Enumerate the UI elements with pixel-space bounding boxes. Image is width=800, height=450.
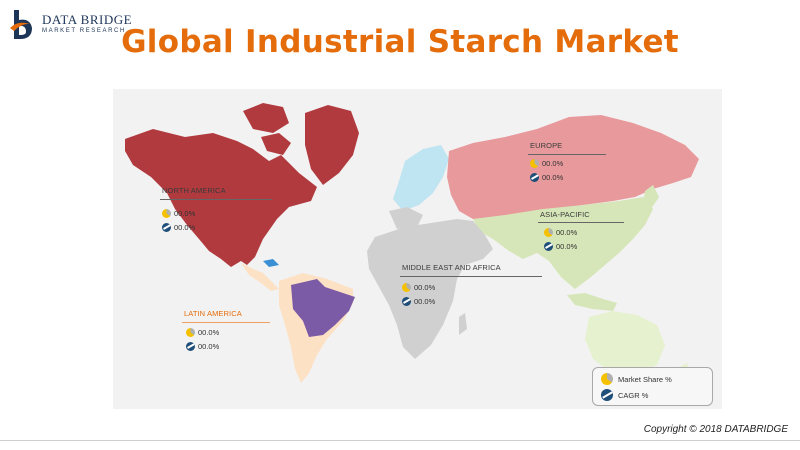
middle-east-africa-shape: [367, 219, 493, 359]
market-share-value: 00.0%: [198, 328, 220, 337]
region-divider: [400, 276, 542, 277]
north-america-shape: [125, 129, 317, 267]
market-share-icon: [402, 283, 411, 292]
market-share-icon: [162, 209, 171, 218]
cagr-value: 00.0%: [556, 242, 578, 251]
region-name: MIDDLE EAST AND AFRICA: [402, 263, 501, 272]
cagr-icon: [601, 389, 613, 401]
market-share-stat: 00.0%: [186, 328, 219, 337]
market-share-value: 00.0%: [414, 283, 436, 292]
cagr-icon: [186, 342, 195, 351]
market-share-icon: [601, 373, 613, 385]
legend-market-share: Market Share %: [601, 373, 672, 385]
cagr-value: 00.0%: [198, 342, 220, 351]
region-divider: [160, 199, 272, 200]
greenland-shape: [305, 105, 359, 185]
cagr-value: 00.0%: [174, 223, 196, 232]
australia-shape: [585, 311, 665, 375]
cagr-icon: [162, 223, 171, 232]
region-divider: [182, 322, 270, 323]
cagr-stat: 00.0%: [530, 173, 563, 182]
brand-logo: DATA BRIDGE MARKET RESEARCH: [8, 6, 148, 46]
cagr-stat: 00.0%: [402, 297, 435, 306]
region-name: LATIN AMERICA: [184, 309, 242, 318]
legend-cagr-label: CAGR %: [618, 390, 649, 400]
market-share-value: 00.0%: [174, 209, 196, 218]
page-title: Global Industrial Starch Market: [121, 24, 679, 60]
europe-shape: [447, 115, 699, 219]
cagr-stat: 00.0%: [544, 242, 577, 251]
market-share-icon: [186, 328, 195, 337]
market-share-icon: [530, 159, 539, 168]
cagr-stat: 00.0%: [162, 223, 195, 232]
arctic-islands-shape: [243, 103, 289, 133]
copyright-notice: Copyright © 2018 DATABRIDGE: [643, 424, 788, 435]
market-share-stat: 00.0%: [544, 228, 577, 237]
legend-market-share-label: Market Share %: [618, 374, 672, 384]
western-europe-shape: [389, 207, 423, 229]
cagr-value: 00.0%: [414, 297, 436, 306]
map-legend: Market Share % CAGR %: [592, 367, 713, 406]
arctic-islands-shape-2: [261, 133, 291, 155]
brand-name: DATA BRIDGE: [42, 12, 133, 27]
market-share-stat: 00.0%: [162, 209, 195, 218]
cagr-icon: [530, 173, 539, 182]
region-name: EUROPE: [530, 141, 563, 150]
market-share-value: 00.0%: [556, 228, 578, 237]
region-name: NORTH AMERICA: [162, 186, 226, 195]
market-share-icon: [544, 228, 553, 237]
cagr-stat: 00.0%: [186, 342, 219, 351]
market-share-value: 00.0%: [542, 159, 564, 168]
databridge-logo-icon: [10, 10, 32, 39]
cagr-icon: [402, 297, 411, 306]
world-map: [125, 103, 699, 387]
asia-pacific-shape: [473, 197, 653, 289]
cagr-value: 00.0%: [542, 173, 564, 182]
market-share-stat: 00.0%: [402, 283, 435, 292]
scandinavia-shape: [393, 145, 449, 211]
footer-divider: [0, 440, 800, 441]
madagascar-shape: [459, 313, 467, 335]
japan-shape: [643, 185, 659, 209]
indonesia-shape: [567, 293, 617, 311]
brand-tagline: MARKET RESEARCH: [42, 28, 126, 34]
legend-cagr: CAGR %: [601, 389, 648, 401]
caribbean-shape: [263, 259, 279, 267]
central-america-shape: [241, 263, 279, 291]
brazil-shape: [291, 279, 355, 337]
market-share-stat: 00.0%: [530, 159, 563, 168]
region-divider: [528, 154, 606, 155]
cagr-icon: [544, 242, 553, 251]
region-name: ASIA-PACIFIC: [540, 210, 590, 219]
region-divider: [538, 222, 624, 223]
